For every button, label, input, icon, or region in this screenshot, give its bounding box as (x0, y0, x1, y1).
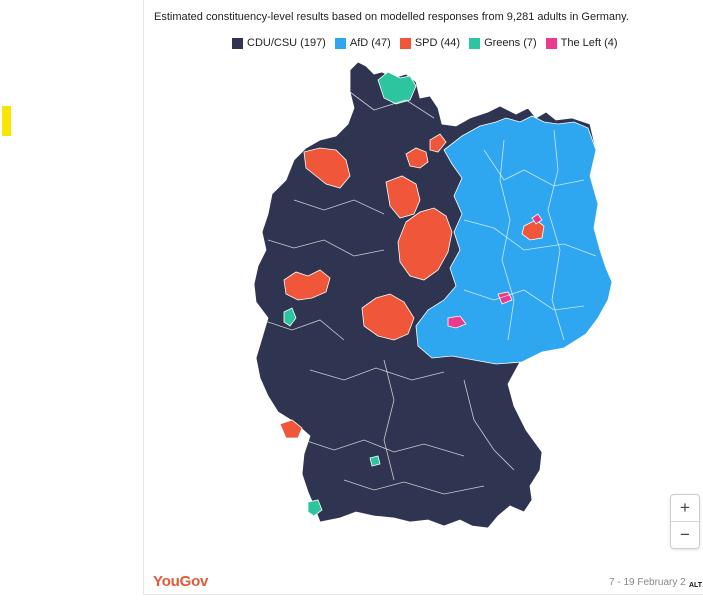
legend-swatch-cdu-csu (232, 37, 243, 49)
legend-item-cdu-csu[interactable]: CDU/CSU (197) (232, 37, 326, 49)
legend-swatch-afd (334, 37, 346, 49)
region-left-berlin[interactable] (531, 213, 543, 225)
region-spd-ruhr[interactable] (283, 269, 331, 301)
fieldwork-date: 7 - 19 February 2 (609, 577, 686, 588)
zoom-controls: + − (670, 494, 700, 549)
yougov-logo[interactable]: YouGov (153, 573, 209, 590)
legend-item-the-left[interactable]: The Left (4) (545, 37, 618, 49)
legend-label-cdu-csu: CDU/CSU (197) (247, 37, 326, 49)
region-spd-saar[interactable] (279, 419, 303, 439)
legend-label-spd: SPD (44) (414, 37, 461, 49)
legend-item-greens[interactable]: Greens (7) (469, 37, 537, 49)
legend: CDU/CSU (197) AfD (47) SPD (44) Greens (… (232, 37, 618, 49)
constituency-boundaries (261, 91, 597, 495)
legend-item-spd[interactable]: SPD (44) (399, 37, 461, 49)
legend-swatch-greens (469, 37, 481, 49)
region-spd-east-frisia[interactable] (303, 147, 351, 189)
region-afd[interactable] (415, 115, 613, 365)
germany-map[interactable] (144, 0, 703, 594)
region-greens-freiburg[interactable] (307, 499, 323, 517)
legend-label-greens: Greens (7) (484, 37, 537, 49)
region-spd-bremen[interactable] (405, 147, 429, 169)
legend-swatch-spd (399, 37, 411, 49)
legend-label-the-left: The Left (4) (560, 37, 618, 49)
region-greens-cologne[interactable] (283, 307, 297, 327)
alt-text-badge[interactable]: ALT (689, 582, 703, 589)
region-greens-north[interactable] (377, 71, 417, 105)
map-subtitle: Estimated constituency-level results bas… (154, 11, 629, 23)
map-card: Estimated constituency-level results bas… (143, 0, 703, 595)
legend-item-afd[interactable]: AfD (47) (334, 37, 391, 49)
region-spd-north-hesse[interactable] (361, 293, 415, 341)
legend-swatch-the-left (545, 37, 557, 49)
highlight-marker (2, 106, 11, 136)
zoom-in-button[interactable]: + (680, 498, 690, 517)
map-area[interactable] (144, 0, 703, 594)
zoom-out-button[interactable]: − (671, 521, 699, 548)
region-spd-hamburg[interactable] (429, 133, 447, 153)
legend-label-afd: AfD (47) (349, 37, 391, 49)
region-greens-stuttgart[interactable] (369, 455, 381, 467)
region-spd-lower-saxony-west[interactable] (385, 175, 421, 219)
region-spd-hanover[interactable] (397, 207, 453, 281)
region-left-erfurt[interactable] (447, 315, 467, 329)
